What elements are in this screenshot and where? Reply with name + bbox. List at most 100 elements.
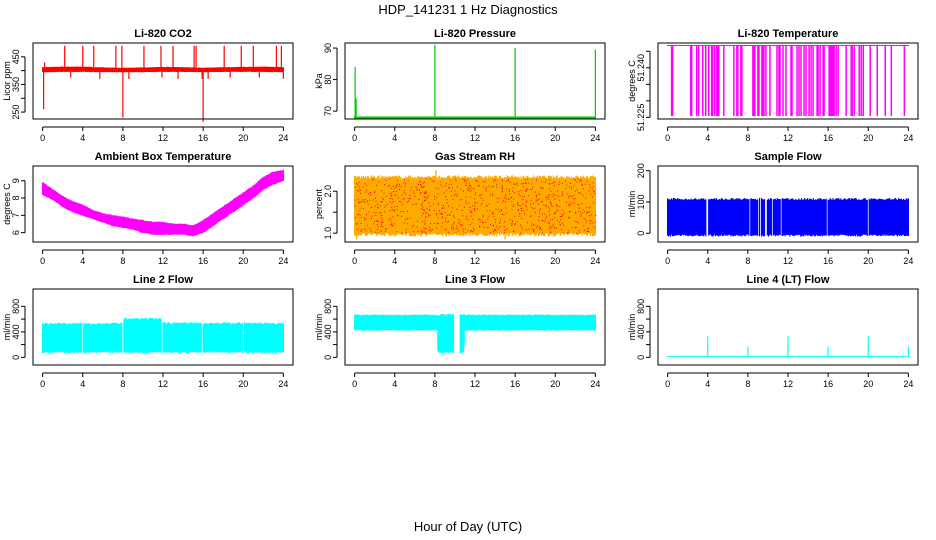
panel-ambient-box-temperature: Ambient Box Temperature degrees C 0 4 8 12 16 2… (2, 151, 294, 266)
y-tick-label: 9 (11, 178, 21, 183)
x-tick-label: 12 (158, 256, 168, 266)
y-axis-label: Licor ppm (2, 61, 12, 101)
y-tick-label: 2.0 (323, 185, 333, 198)
x-tick-label: 16 (198, 133, 208, 143)
x-tick-label: 0 (40, 256, 45, 266)
x-tick-label: 8 (745, 133, 750, 143)
y-tick-label: 200 (636, 163, 646, 178)
x-tick-label: 24 (903, 256, 913, 266)
x-tick-label: 0 (352, 256, 357, 266)
x-tick-label: 0 (352, 133, 357, 143)
y-tick-label: 800 (323, 299, 333, 314)
y-tick-label: 800 (11, 299, 21, 314)
x-tick-label: 16 (823, 256, 833, 266)
y-tick-label: 0 (11, 355, 21, 360)
y-tick-label: 400 (11, 324, 21, 339)
plot-frame (657, 288, 919, 366)
x-tick-label: 16 (823, 133, 833, 143)
x-tick-label: 12 (470, 379, 480, 389)
x-tick-label: 12 (158, 133, 168, 143)
x-tick-label: 12 (783, 133, 793, 143)
x-tick-label: 16 (510, 133, 520, 143)
data-band (42, 66, 284, 73)
y-tick-label: 51.240 (636, 54, 646, 82)
x-tick-label: 8 (120, 379, 125, 389)
x-tick-label: 0 (40, 133, 45, 143)
plot-frame (32, 42, 294, 120)
plot-frame (657, 165, 919, 243)
y-tick-label: 70 (323, 106, 333, 116)
x-tick-label: 0 (665, 256, 670, 266)
y-tick-label: 90 (323, 43, 333, 53)
panel-line-4-lt-flow: Line 4 (LT) Flow ml/min 0 4 8 12 16 20 24 0 400 800 (627, 274, 919, 389)
x-tick-label: 16 (198, 379, 208, 389)
data-band (42, 317, 284, 354)
x-tick-label: 12 (470, 256, 480, 266)
x-tick-label: 16 (198, 256, 208, 266)
y-tick-label: 8 (11, 196, 21, 201)
x-tick-label: 20 (550, 379, 560, 389)
data-band (42, 169, 284, 237)
panel-li-820-co2: Li-820 CO2 Licor ppm 0 4 8 12 16 20 24 250 350 450 (2, 28, 294, 143)
x-tick-label: 24 (590, 379, 600, 389)
panel-sample-flow: Sample Flow ml/min 0 4 8 12 16 20 24 0 100 200 (627, 151, 919, 266)
x-tick-label: 8 (432, 133, 437, 143)
panel-title: Ambient Box Temperature (95, 151, 232, 163)
y-tick-label: 0 (636, 231, 646, 236)
y-axis-label: ml/min (627, 314, 637, 341)
x-tick-label: 20 (238, 379, 248, 389)
y-tick-label: 100 (636, 194, 646, 209)
x-tick-label: 24 (903, 379, 913, 389)
panel-title: Line 3 Flow (445, 274, 505, 286)
x-tick-label: 4 (705, 133, 710, 143)
x-tick-label: 12 (470, 133, 480, 143)
x-tick-label: 8 (120, 133, 125, 143)
x-tick-label: 0 (352, 379, 357, 389)
panel-title: Li-820 CO2 (134, 28, 191, 40)
x-tick-label: 4 (392, 133, 397, 143)
y-axis-label: ml/min (314, 314, 324, 341)
y-axis-label: degrees C (2, 183, 12, 225)
y-tick-label: 51.225 (636, 104, 646, 132)
data-band (667, 198, 909, 237)
panel-li-820-temperature: Li-820 Temperature degrees C 0 4 8 12 16 20 24 51… (627, 28, 919, 143)
panel-title: Gas Stream RH (435, 151, 515, 163)
plot-frame (657, 42, 919, 120)
x-tick-label: 8 (120, 256, 125, 266)
x-tick-label: 20 (238, 133, 248, 143)
x-tick-label: 8 (432, 256, 437, 266)
panel-line-2-flow: Line 2 Flow ml/min 0 4 8 12 16 20 24 0 400 800 (2, 274, 294, 389)
panel-line-3-flow: Line 3 Flow ml/min 0 4 8 12 16 20 24 0 400 800 (314, 274, 606, 389)
y-tick-label: 0 (636, 355, 646, 360)
y-tick-label: 400 (323, 324, 333, 339)
x-tick-label: 4 (392, 256, 397, 266)
panel-title: Sample Flow (754, 151, 822, 163)
x-tick-label: 4 (705, 379, 710, 389)
data-points-secondary (354, 178, 597, 234)
x-tick-label: 8 (432, 379, 437, 389)
x-tick-label: 20 (863, 256, 873, 266)
panel-title: Line 2 Flow (133, 274, 193, 286)
data-band (354, 313, 596, 354)
x-tick-label: 4 (80, 133, 85, 143)
x-tick-label: 20 (863, 133, 873, 143)
x-tick-label: 0 (665, 133, 670, 143)
x-tick-label: 24 (278, 256, 288, 266)
y-tick-label: 800 (636, 299, 646, 314)
data-band (667, 356, 909, 358)
y-tick-label: 7 (11, 213, 21, 218)
panel-gas-stream-rh: Gas Stream RH percent 0 4 8 12 16 20 24 1.0 2.0 (314, 151, 606, 266)
x-tick-label: 12 (783, 256, 793, 266)
plot-frame (344, 165, 606, 243)
y-tick-label: 0 (323, 355, 333, 360)
y-axis-label: percent (314, 188, 324, 219)
x-tick-label: 8 (745, 256, 750, 266)
x-tick-label: 16 (510, 379, 520, 389)
panel-li-820-pressure: Li-820 Pressure kPa 0 4 8 12 16 20 24 70 80 90 (314, 28, 606, 143)
y-tick-label: 350 (11, 77, 21, 92)
x-tick-label: 4 (705, 256, 710, 266)
panel-title: Li-820 Pressure (434, 28, 516, 40)
x-tick-label: 4 (80, 379, 85, 389)
panel-title: Line 4 (LT) Flow (747, 274, 830, 286)
